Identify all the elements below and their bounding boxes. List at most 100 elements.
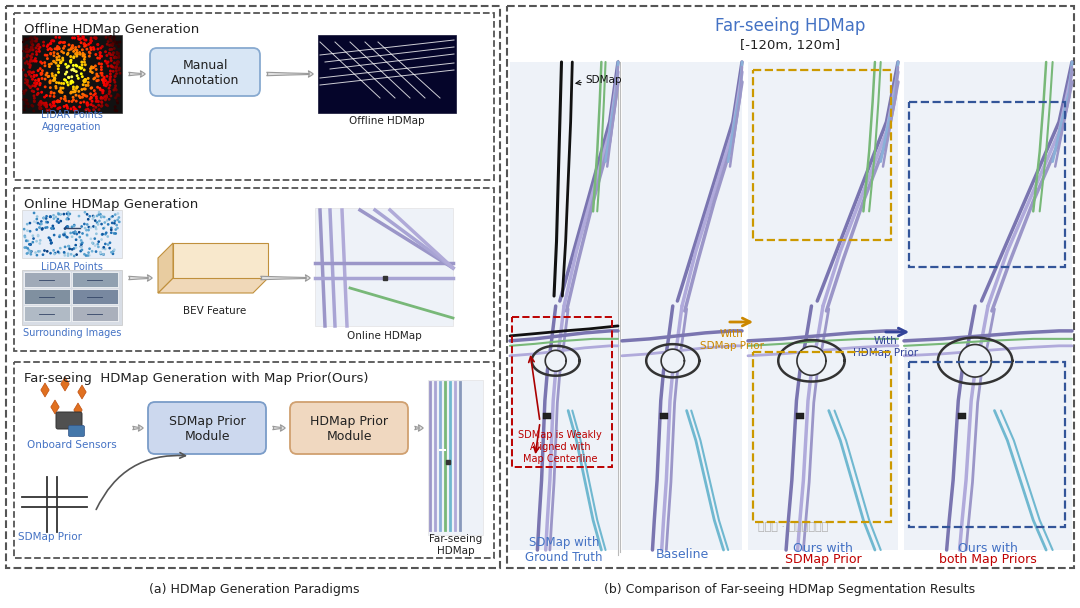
Point [103,225,120,235]
Point [48,58,65,68]
Point [36,100,53,110]
Point [66,105,83,115]
Point [76,90,93,100]
Point [93,68,110,78]
Point [108,62,125,72]
Point [95,249,112,259]
Point [93,92,110,102]
Point [35,213,52,223]
Point [98,216,116,226]
Polygon shape [173,243,268,278]
Point [107,71,124,81]
Point [26,81,43,91]
Point [33,88,51,97]
Point [70,86,87,96]
Point [73,240,91,249]
Point [71,93,89,103]
Point [94,229,111,239]
Point [85,63,103,72]
Point [65,102,82,112]
Point [108,47,125,57]
Point [103,61,120,71]
Point [87,64,105,74]
Point [45,36,63,46]
Point [19,47,37,57]
Point [60,241,78,251]
Point [108,106,125,116]
Point [105,85,122,95]
Point [104,41,121,50]
Point [110,91,127,100]
Point [41,78,58,88]
Point [43,36,60,46]
Point [50,214,67,224]
Point [106,44,123,54]
Point [85,86,103,95]
Text: SDMap: SDMap [585,75,621,85]
Point [24,36,41,46]
Point [18,77,36,87]
Polygon shape [51,400,59,414]
Point [69,49,86,59]
Point [63,76,80,86]
Point [93,219,110,229]
Text: Far-seeing
HDMap: Far-seeing HDMap [430,534,483,556]
Point [57,96,75,106]
Point [81,94,98,104]
Point [81,244,98,254]
Point [46,74,64,84]
Point [86,89,104,98]
Point [93,59,110,69]
Point [102,74,119,83]
Point [98,71,116,81]
Point [21,240,38,249]
Point [58,213,76,223]
Point [28,78,45,88]
Point [110,63,127,73]
Point [59,222,77,232]
Point [42,100,59,109]
Point [91,210,108,219]
Point [18,95,36,105]
Point [108,96,125,106]
Point [76,77,93,87]
Point [77,75,94,85]
Point [76,76,93,86]
Text: Offline HDMap Generation: Offline HDMap Generation [24,23,199,36]
Point [68,47,85,57]
Point [49,97,66,106]
Point [95,224,112,233]
Point [38,70,55,80]
Bar [512,317,612,467]
Point [28,47,45,57]
Point [79,100,96,110]
Point [50,61,67,71]
Point [45,88,63,98]
Point [24,101,41,111]
Point [78,226,95,235]
Point [42,88,59,98]
Point [94,212,111,221]
Point [49,55,66,65]
Point [26,93,43,103]
Point [68,46,85,55]
Point [45,92,63,102]
Point [89,71,106,81]
Text: Ours with: Ours with [793,542,853,554]
Point [23,72,40,81]
Point [68,250,85,260]
Point [27,43,44,53]
Point [92,94,109,103]
Point [19,67,37,77]
Point [59,80,77,90]
Point [52,37,69,47]
Point [42,76,59,86]
Point [19,99,37,109]
Point [65,52,82,61]
Point [23,37,40,47]
Point [66,104,83,114]
Point [18,34,36,44]
Point [66,244,83,254]
Point [102,75,119,85]
Point [100,86,118,96]
